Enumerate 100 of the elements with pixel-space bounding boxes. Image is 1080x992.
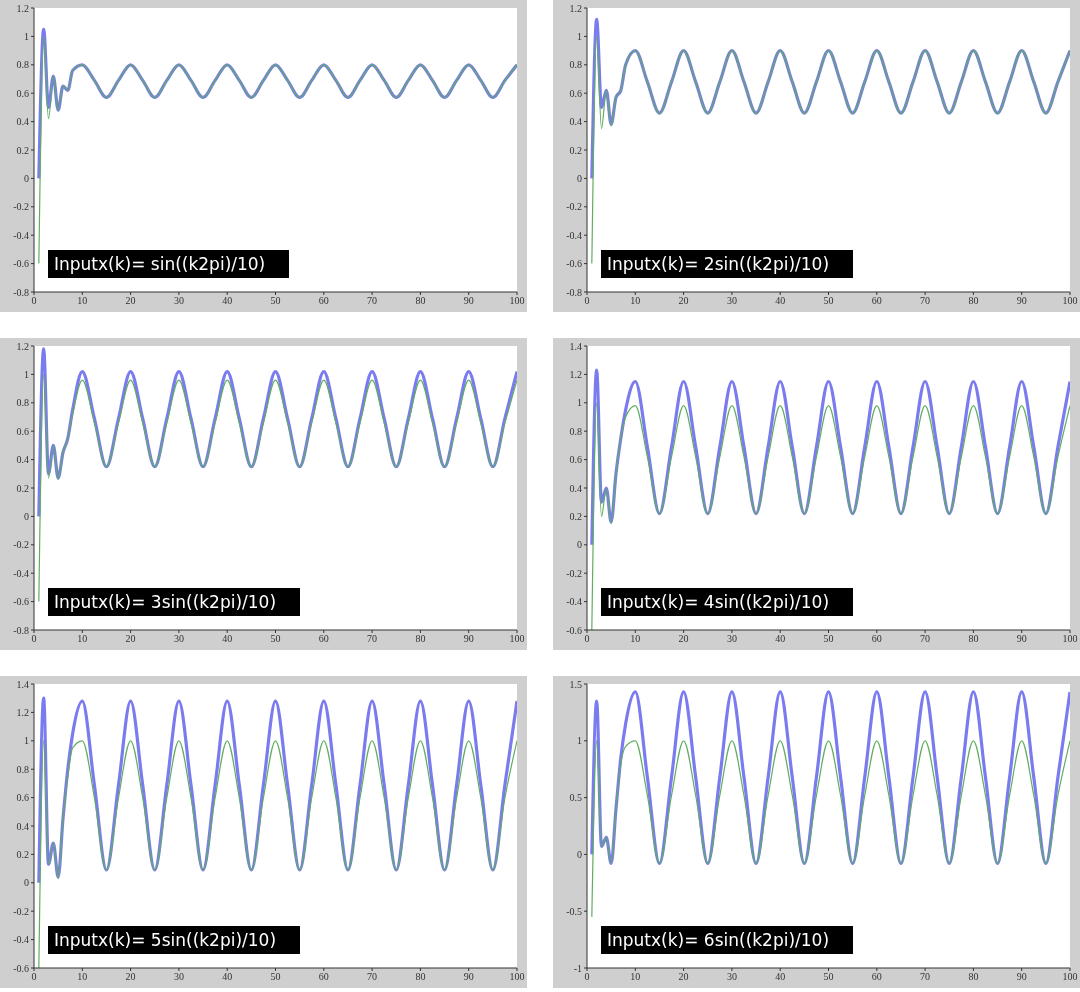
- x-tick-label: 30: [173, 633, 184, 645]
- y-tick-label: 1.2: [16, 2, 29, 14]
- y-tick-label: 1.2: [16, 340, 29, 352]
- annotation: Inputx(k)= 2sin((k2pi)/10): [601, 250, 854, 278]
- x-tick-label: 80: [415, 633, 426, 645]
- y-tick-label: 1.2: [569, 368, 582, 380]
- x-tick-label: 80: [968, 971, 979, 983]
- x-tick-label: 10: [630, 971, 641, 983]
- x-tick-label: 100: [1062, 295, 1078, 307]
- y-tick-label: 0.6: [16, 87, 29, 99]
- y-tick-label: 1.5: [569, 678, 582, 690]
- y-tick-label: 0.2: [569, 510, 582, 522]
- y-tick-label: -0.5: [566, 905, 582, 917]
- y-tick-label: -0.2: [13, 201, 29, 213]
- x-tick-label: 60: [318, 633, 329, 645]
- y-tick-label: 0.2: [16, 144, 29, 156]
- y-tick-label: 0.8: [569, 59, 582, 71]
- y-tick-label: 1.4: [569, 340, 582, 352]
- y-tick-label: 0: [24, 877, 29, 889]
- x-tick-label: 10: [77, 633, 88, 645]
- x-tick-label: 70: [920, 295, 931, 307]
- x-tick-label: 60: [318, 295, 329, 307]
- y-tick-label: 1: [577, 735, 582, 747]
- y-tick-label: 0.6: [569, 87, 582, 99]
- y-tick-label: 0: [24, 510, 29, 522]
- y-tick-label: 1: [577, 30, 582, 42]
- x-tick-label: 90: [463, 633, 474, 645]
- y-tick-label: 0.8: [569, 425, 582, 437]
- x-tick-label: 40: [775, 633, 786, 645]
- x-tick-label: 90: [1016, 971, 1027, 983]
- x-tick-label: 60: [871, 633, 882, 645]
- y-tick-label: 0.6: [16, 792, 29, 804]
- y-tick-label: 0: [24, 172, 29, 184]
- annotation: Inputx(k)= sin((k2pi)/10): [48, 250, 290, 278]
- y-tick-label: -0.8: [13, 624, 29, 636]
- x-tick-label: 50: [270, 295, 281, 307]
- x-tick-label: 50: [270, 633, 281, 645]
- x-tick-label: 90: [1016, 295, 1027, 307]
- x-tick-label: 80: [968, 633, 979, 645]
- y-tick-label: 0.8: [16, 59, 29, 71]
- y-tick-label: -0.4: [13, 229, 29, 241]
- x-tick-label: 90: [463, 295, 474, 307]
- x-tick-label: 20: [678, 295, 689, 307]
- x-tick-label: 60: [871, 295, 882, 307]
- x-tick-label: 50: [270, 971, 281, 983]
- x-tick-label: 100: [1062, 971, 1078, 983]
- x-tick-label: 70: [367, 633, 378, 645]
- x-tick-label: 40: [222, 295, 233, 307]
- x-tick-label: 70: [920, 971, 931, 983]
- x-tick-label: 40: [775, 295, 786, 307]
- y-tick-label: -0.2: [13, 905, 29, 917]
- x-tick-label: 100: [509, 295, 525, 307]
- y-tick-label: 0.5: [569, 792, 582, 804]
- y-tick-label: 1.2: [16, 706, 29, 718]
- x-tick-label: 30: [173, 295, 184, 307]
- x-tick-label: 90: [1016, 633, 1027, 645]
- y-tick-label: -0.8: [13, 286, 29, 298]
- x-tick-label: 60: [871, 971, 882, 983]
- x-tick-label: 70: [367, 971, 378, 983]
- x-tick-label: 60: [318, 971, 329, 983]
- x-tick-label: 30: [726, 633, 737, 645]
- x-tick-label: 30: [726, 295, 737, 307]
- y-tick-label: 0: [577, 539, 582, 551]
- annotation: Inputx(k)= 4sin((k2pi)/10): [601, 588, 854, 616]
- y-tick-label: 0.6: [16, 425, 29, 437]
- y-tick-label: 0: [577, 848, 582, 860]
- y-tick-label: -0.6: [13, 962, 29, 974]
- x-tick-label: 80: [415, 971, 426, 983]
- x-tick-label: 50: [823, 295, 834, 307]
- x-tick-label: 20: [678, 971, 689, 983]
- x-tick-label: 70: [367, 295, 378, 307]
- x-tick-label: 20: [125, 633, 136, 645]
- y-tick-label: 1.2: [569, 2, 582, 14]
- y-tick-label: -0.4: [13, 934, 29, 946]
- y-tick-label: -0.2: [13, 539, 29, 551]
- x-tick-label: 30: [173, 971, 184, 983]
- x-tick-label: 10: [630, 295, 641, 307]
- y-tick-label: -0.8: [566, 286, 582, 298]
- x-tick-label: 90: [463, 971, 474, 983]
- x-tick-label: 70: [920, 633, 931, 645]
- y-tick-label: 1: [577, 397, 582, 409]
- y-tick-label: 1: [24, 30, 29, 42]
- y-tick-label: 0.2: [569, 144, 582, 156]
- y-tick-label: -0.4: [13, 567, 29, 579]
- y-tick-label: -0.2: [566, 201, 582, 213]
- x-tick-label: 100: [509, 633, 525, 645]
- y-tick-label: 1.4: [16, 678, 29, 690]
- annotation: Inputx(k)= 6sin((k2pi)/10): [601, 926, 854, 954]
- y-tick-label: 1: [24, 368, 29, 380]
- x-tick-label: 10: [630, 633, 641, 645]
- y-tick-label: -0.6: [13, 258, 29, 270]
- y-tick-label: 0.6: [569, 454, 582, 466]
- y-tick-label: 1: [24, 735, 29, 747]
- y-tick-label: -0.6: [566, 624, 582, 636]
- y-tick-label: 0.2: [16, 848, 29, 860]
- x-tick-label: 30: [726, 971, 737, 983]
- x-tick-label: 40: [775, 971, 786, 983]
- x-tick-label: 10: [77, 295, 88, 307]
- y-tick-label: 0.8: [16, 763, 29, 775]
- x-tick-label: 20: [678, 633, 689, 645]
